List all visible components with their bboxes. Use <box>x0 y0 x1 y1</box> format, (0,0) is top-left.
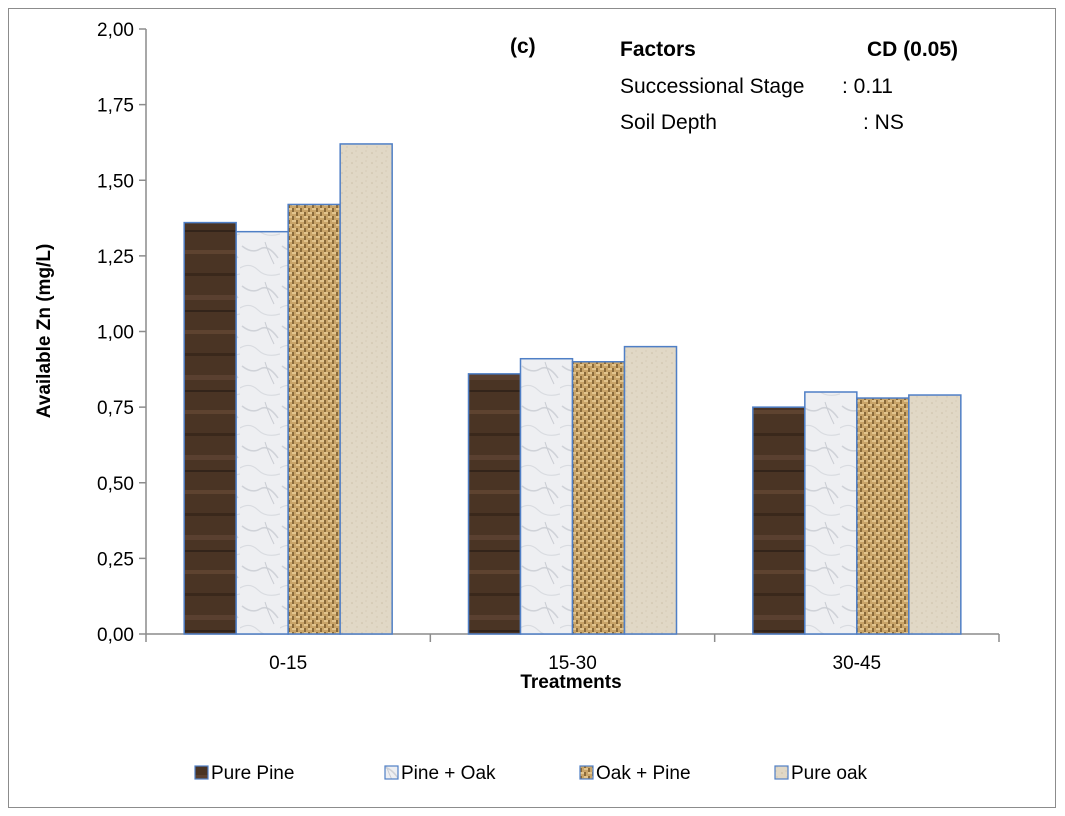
factor-name: Successional Stage <box>620 75 804 98</box>
bar <box>752 406 806 635</box>
x-axis-title: Treatments <box>520 672 621 693</box>
y-tick-label: 0,00 <box>97 625 134 646</box>
bar <box>623 345 678 635</box>
factor-name: Soil Depth <box>620 111 717 134</box>
legend-label: Oak + Pine <box>596 763 691 784</box>
legend-swatch <box>194 765 209 780</box>
y-axis: 0,00 0,25 0,50 0,75 1,00 1,25 1,50 1,75 2,00 <box>97 20 147 646</box>
x-tick-label: 30-45 <box>833 653 882 674</box>
panel-label: (c) <box>510 35 536 58</box>
y-tick-label: 1,25 <box>97 247 134 268</box>
legend-label: Pure Pine <box>211 763 294 784</box>
y-tick-label: 1,00 <box>97 323 134 344</box>
bar <box>519 357 574 635</box>
cd-header: CD (0.05) <box>867 38 958 61</box>
bar <box>467 373 522 635</box>
bar <box>235 230 289 635</box>
y-tick-label: 0,50 <box>97 474 134 495</box>
y-tick-label: 0,25 <box>97 549 134 570</box>
bar <box>287 203 341 635</box>
bar <box>908 394 962 635</box>
factor-value: : NS <box>863 111 904 134</box>
factors-header: Factors <box>620 38 696 61</box>
x-axis: 0-15 15-30 30-45 <box>145 633 1000 674</box>
legend-swatch <box>579 765 594 780</box>
bar <box>183 221 237 635</box>
x-tick-label: 0-15 <box>269 653 307 674</box>
y-axis-title: Available Zn (mg/L) <box>34 244 55 419</box>
x-tick-label: 15-30 <box>548 653 597 674</box>
y-tick-label: 2,00 <box>97 20 134 41</box>
legend-label: Pure oak <box>791 763 868 784</box>
bar <box>571 361 626 635</box>
y-tick-label: 1,50 <box>97 171 134 192</box>
y-tick-label: 1,75 <box>97 96 134 117</box>
legend: Pure Pine Pine + Oak Oak + Pine Pure oak <box>194 763 868 784</box>
legend-swatch <box>384 765 399 780</box>
bar <box>339 143 393 635</box>
annotation-box: (c) Factors CD (0.05) Successional Stage… <box>510 35 958 134</box>
y-tick-label: 0,75 <box>97 398 134 419</box>
bar <box>804 391 858 635</box>
legend-label: Pine + Oak <box>401 763 496 784</box>
bar <box>856 397 910 635</box>
factor-value: : 0.11 <box>842 75 893 98</box>
legend-swatch <box>774 765 789 780</box>
